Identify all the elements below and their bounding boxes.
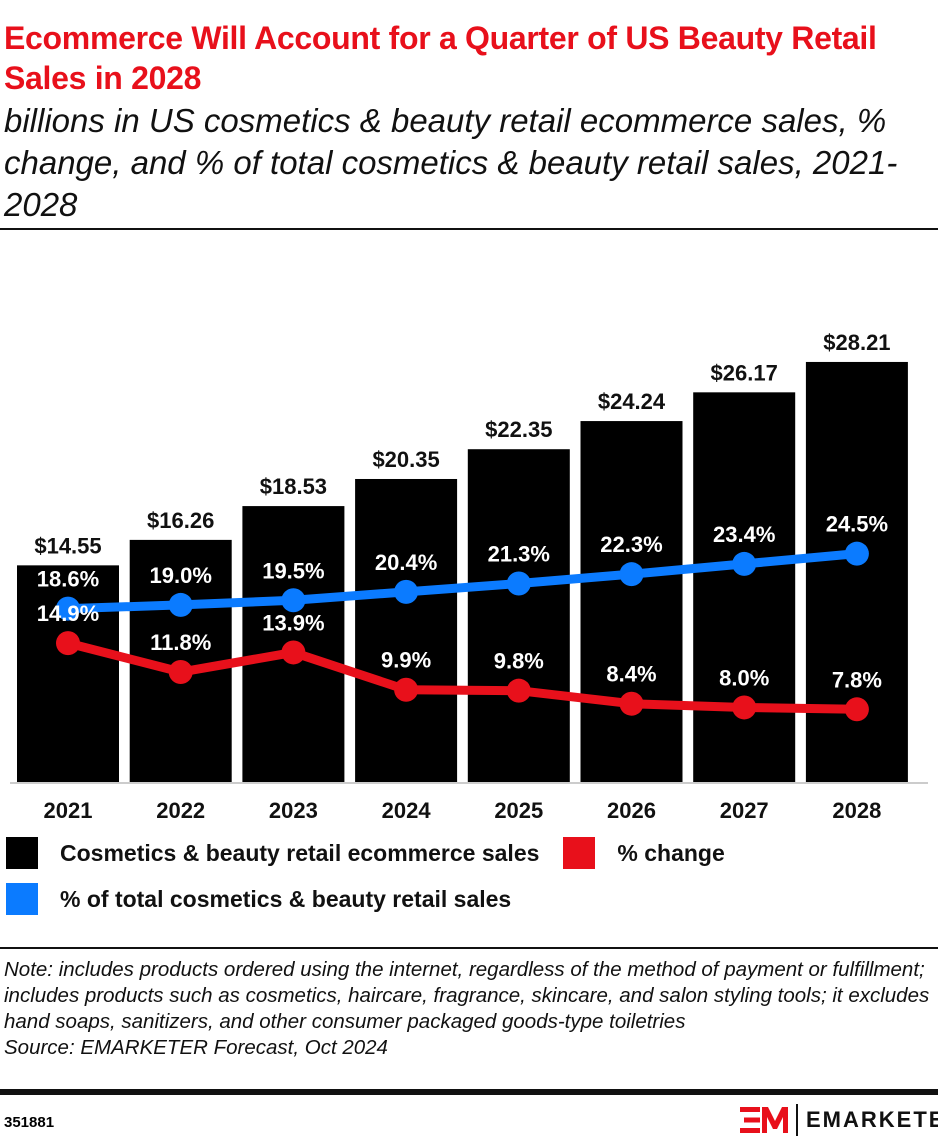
bar-value-label-2024: $20.35 (372, 447, 439, 472)
bar-2026 (580, 421, 683, 782)
legend-label-change: % change (617, 839, 725, 866)
x-tick-label-2024: 2024 (382, 798, 432, 823)
change-point-2026 (619, 691, 644, 716)
share-value-label-2026: 22.3% (600, 532, 662, 557)
legend-swatch-share (6, 883, 38, 915)
chart-id: 351881 (4, 1114, 55, 1131)
bar-value-label-2022: $16.26 (147, 508, 214, 533)
x-tick-label-2023: 2023 (269, 798, 318, 823)
legend-row-2: % of total cosmetics & beauty retail sal… (0, 883, 511, 915)
share-value-label-2021: 18.6% (37, 567, 99, 592)
header-divider (0, 228, 938, 230)
share-point-2023 (281, 588, 306, 613)
brand-name: EMARKETER (806, 1107, 938, 1132)
change-point-2024 (394, 677, 419, 702)
change-point-2022 (168, 660, 193, 685)
change-line (66, 638, 857, 714)
bar-value-label-2028: $28.21 (823, 330, 890, 355)
share-point-2026 (619, 562, 644, 587)
combo-chart: $14.55 2021 $16.26 2022 $18.53 2023 $20.35 2024… (10, 330, 928, 823)
share-value-label-2028: 24.5% (826, 512, 888, 537)
change-value-label-2028: 7.8% (832, 667, 882, 692)
legend-swatch-change (563, 837, 596, 869)
change-value-label-2023: 13.9% (262, 610, 324, 635)
legend-row-1: Cosmetics & beauty retail ecommerce sale… (0, 837, 725, 869)
legend-label-sales: Cosmetics & beauty retail ecommerce sale… (60, 839, 540, 866)
x-tick-label-2026: 2026 (607, 798, 656, 823)
source-text: Source: EMARKETER Forecast, Oct 2024 (4, 1036, 388, 1059)
bar-value-label-2023: $18.53 (260, 474, 327, 499)
change-point-2023 (281, 640, 306, 665)
share-value-label-2022: 19.0% (150, 563, 212, 588)
change-value-label-2025: 9.8% (494, 649, 544, 674)
change-point-2028 (844, 697, 869, 722)
bar-value-label-2021: $14.55 (34, 533, 101, 558)
share-point-2024 (394, 579, 419, 604)
note-text: Note: includes products ordered using th… (4, 958, 930, 1033)
change-value-label-2022: 11.8% (150, 630, 211, 655)
bar-2025 (467, 449, 570, 782)
bar-value-label-2026: $24.24 (598, 389, 666, 414)
share-value-label-2024: 20.4% (375, 550, 437, 575)
share-value-label-2025: 21.3% (488, 541, 550, 566)
logo-separator (796, 1104, 798, 1136)
legend-swatch-sales (6, 837, 38, 869)
change-point-2027 (732, 695, 757, 720)
footer-divider (0, 1089, 938, 1095)
share-value-label-2027: 23.4% (713, 522, 775, 547)
share-point-2027 (732, 551, 757, 576)
bar-2027 (693, 392, 796, 782)
change-value-label-2021: 14.9% (37, 601, 99, 626)
bar-2024 (355, 478, 458, 782)
chart-title: Ecommerce Will Account for a Quarter of … (4, 20, 877, 96)
em-logo-icon (740, 1107, 788, 1133)
share-point-2022 (168, 592, 193, 617)
change-value-label-2024: 9.9% (381, 648, 431, 673)
change-value-label-2026: 8.4% (606, 662, 656, 687)
x-tick-label-2025: 2025 (494, 798, 543, 823)
x-tick-label-2021: 2021 (44, 798, 93, 823)
change-point-2025 (506, 678, 531, 703)
bar-value-label-2027: $26.17 (711, 360, 778, 385)
x-tick-label-2027: 2027 (720, 798, 769, 823)
legend-label-share: % of total cosmetics & beauty retail sal… (60, 885, 512, 912)
share-line (67, 549, 858, 614)
x-tick-label-2022: 2022 (156, 798, 205, 823)
emarketer-logo: EMARKETER (740, 1104, 938, 1136)
note-divider (0, 947, 938, 949)
chart-subtitle: billions in US cosmetics & beauty retail… (4, 102, 898, 223)
share-point-2025 (506, 571, 531, 596)
share-point-2028 (844, 541, 869, 566)
change-point-2021 (56, 631, 80, 656)
change-value-label-2027: 8.0% (719, 665, 769, 690)
share-point-2021 (56, 596, 80, 621)
share-value-label-2023: 19.5% (262, 558, 324, 583)
x-tick-label-2028: 2028 (832, 798, 881, 823)
footnote: Note: includes products ordered using th… (4, 957, 934, 1061)
bar-value-label-2025: $22.35 (485, 417, 552, 442)
